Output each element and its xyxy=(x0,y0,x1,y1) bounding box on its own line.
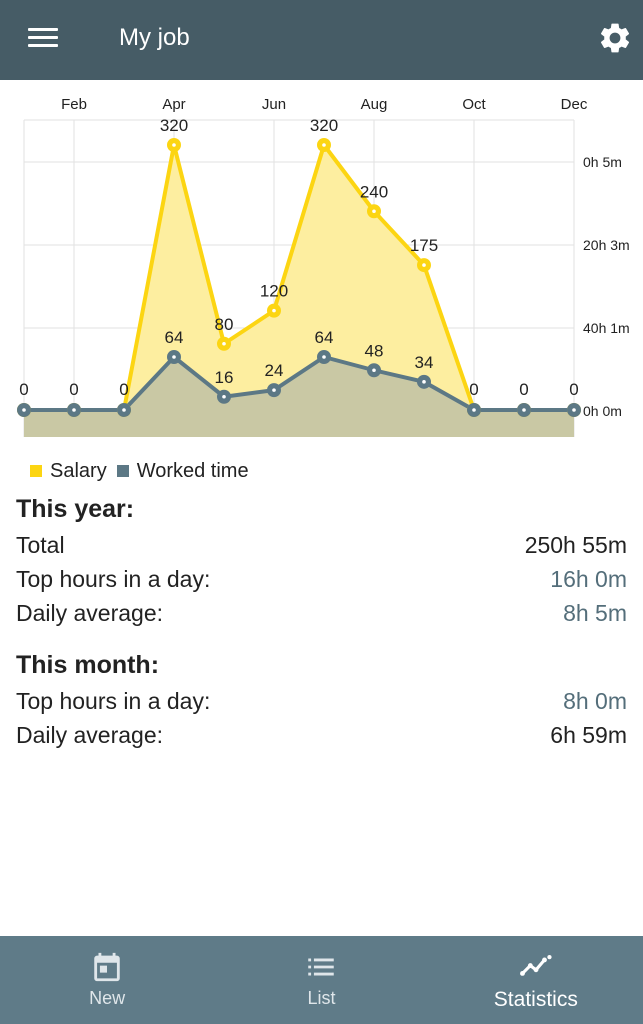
stat-value: 250h 55m xyxy=(524,532,627,558)
app-bar: My job xyxy=(0,0,643,80)
x-tick-label: Jun xyxy=(262,96,286,113)
worked-time-point-center xyxy=(222,394,226,399)
worked-time-data-label: 64 xyxy=(315,328,334,347)
stats-panel: This year: Total 250h 55m Top hours in a… xyxy=(16,490,627,752)
chart-canvas: Feb Apr Jun Aug Oct Dec 0h 0m 40h 1m 20h 3m 0h 5m… xyxy=(17,96,630,437)
worked-time-point-center xyxy=(272,388,276,392)
zero-data-label: 0 xyxy=(19,380,28,399)
this-month-title: This month: xyxy=(16,651,160,679)
tab-list-label: List xyxy=(307,988,336,1008)
salary-data-label: 175 xyxy=(410,236,438,255)
tab-new-label: New xyxy=(89,988,126,1008)
salary-point-center xyxy=(372,209,376,214)
legend-item-salary: Salary xyxy=(30,460,107,483)
x-tick-label: Apr xyxy=(162,96,185,113)
stat-label: Daily average: xyxy=(16,600,164,626)
worked-time-point-center xyxy=(322,355,326,359)
salary-data-label: 240 xyxy=(360,182,388,201)
stat-row-total: Total 250h 55m xyxy=(16,528,627,562)
worked-time-data-label: 24 xyxy=(265,361,284,380)
stat-value: 8h 0m xyxy=(563,688,627,714)
worked-time-point-center xyxy=(72,408,76,412)
salary-point-center xyxy=(272,308,276,313)
this-year-title: This year: xyxy=(16,495,135,523)
tab-statistics[interactable]: Statistics xyxy=(429,936,643,1024)
stat-label: Top hours in a day: xyxy=(16,688,211,714)
stat-row-daily-average-month: Daily average: 6h 59m xyxy=(16,718,627,752)
x-tick-label: Oct xyxy=(462,96,486,113)
worked-time-point-center xyxy=(122,408,126,412)
worked-time-data-label: 34 xyxy=(415,353,434,372)
stat-row-top-hours-year: Top hours in a day: 16h 0m xyxy=(16,562,627,596)
worked-time-area xyxy=(24,357,574,437)
worked-time-point-center xyxy=(522,408,526,412)
salary-point-center xyxy=(172,143,176,147)
menu-icon[interactable] xyxy=(28,26,60,50)
zero-data-label: 0 xyxy=(519,380,528,399)
stat-row-top-hours-month: Top hours in a day: 8h 0m xyxy=(16,684,627,718)
legend-swatch-salary xyxy=(30,465,42,477)
worked-time-point-center xyxy=(422,380,426,384)
zero-data-label: 0 xyxy=(69,380,78,399)
x-tick-label: Feb xyxy=(61,96,87,113)
worked-time-data-label: 48 xyxy=(365,341,384,360)
calendar-icon xyxy=(94,952,120,982)
page-title: My job xyxy=(119,24,190,51)
worked-time-point-center xyxy=(372,368,376,373)
stat-label: Daily average: xyxy=(16,722,164,748)
x-tick-label: Aug xyxy=(361,96,388,113)
zero-data-label: 0 xyxy=(569,380,578,399)
y-tick-label: 0h 0m xyxy=(583,403,622,419)
legend-swatch-worked-time xyxy=(116,465,129,477)
worked-time-data-label: 64 xyxy=(165,328,184,347)
statistics-chart: Feb Apr Jun Aug Oct Dec 0h 0m 40h 1m 20h 3m 0h 5m… xyxy=(0,84,643,448)
legend-label-salary: Salary xyxy=(50,459,107,482)
salary-data-label: 320 xyxy=(310,116,338,135)
trend-icon xyxy=(519,954,552,976)
list-icon xyxy=(308,958,335,976)
stat-value: 6h 59m xyxy=(550,722,627,748)
salary-point-center xyxy=(222,341,226,346)
tab-list[interactable]: List xyxy=(214,936,428,1024)
gear-icon[interactable] xyxy=(597,20,633,56)
worked-time-point-center xyxy=(572,408,576,412)
zero-data-label: 0 xyxy=(469,380,478,399)
salary-data-label: 120 xyxy=(260,282,288,301)
stat-label: Top hours in a day: xyxy=(16,566,211,592)
salary-data-label: 320 xyxy=(160,116,188,135)
legend-label-worked-time: Worked time xyxy=(136,459,249,482)
salary-point-center xyxy=(322,143,326,147)
y-tick-label: 40h 1m xyxy=(583,320,630,336)
stat-label: Total xyxy=(16,532,65,558)
legend-item-worked-time: Worked time xyxy=(116,459,249,483)
stat-value: 8h 5m xyxy=(563,600,627,626)
chart-legend: Salary Worked time xyxy=(30,456,259,486)
tab-statistics-label: Statistics xyxy=(493,988,578,1011)
salary-point-center xyxy=(422,263,426,267)
tab-new[interactable]: New xyxy=(0,936,214,1024)
bottom-navigation: New List Statistics xyxy=(0,936,643,1024)
worked-time-data-label: 16 xyxy=(215,368,234,387)
worked-time-point-center xyxy=(22,408,26,412)
x-tick-label: Dec xyxy=(561,96,588,113)
stat-value: 16h 0m xyxy=(550,566,627,592)
stat-row-daily-average-year: Daily average: 8h 5m xyxy=(16,596,627,630)
zero-data-label: 0 xyxy=(119,380,128,399)
worked-time-point-center xyxy=(172,355,176,359)
worked-time-line xyxy=(24,355,574,412)
y-tick-label: 20h 3m xyxy=(583,237,630,253)
y-tick-label: 0h 5m xyxy=(583,154,622,170)
salary-data-label: 80 xyxy=(215,315,234,334)
worked-time-point-center xyxy=(472,408,476,412)
